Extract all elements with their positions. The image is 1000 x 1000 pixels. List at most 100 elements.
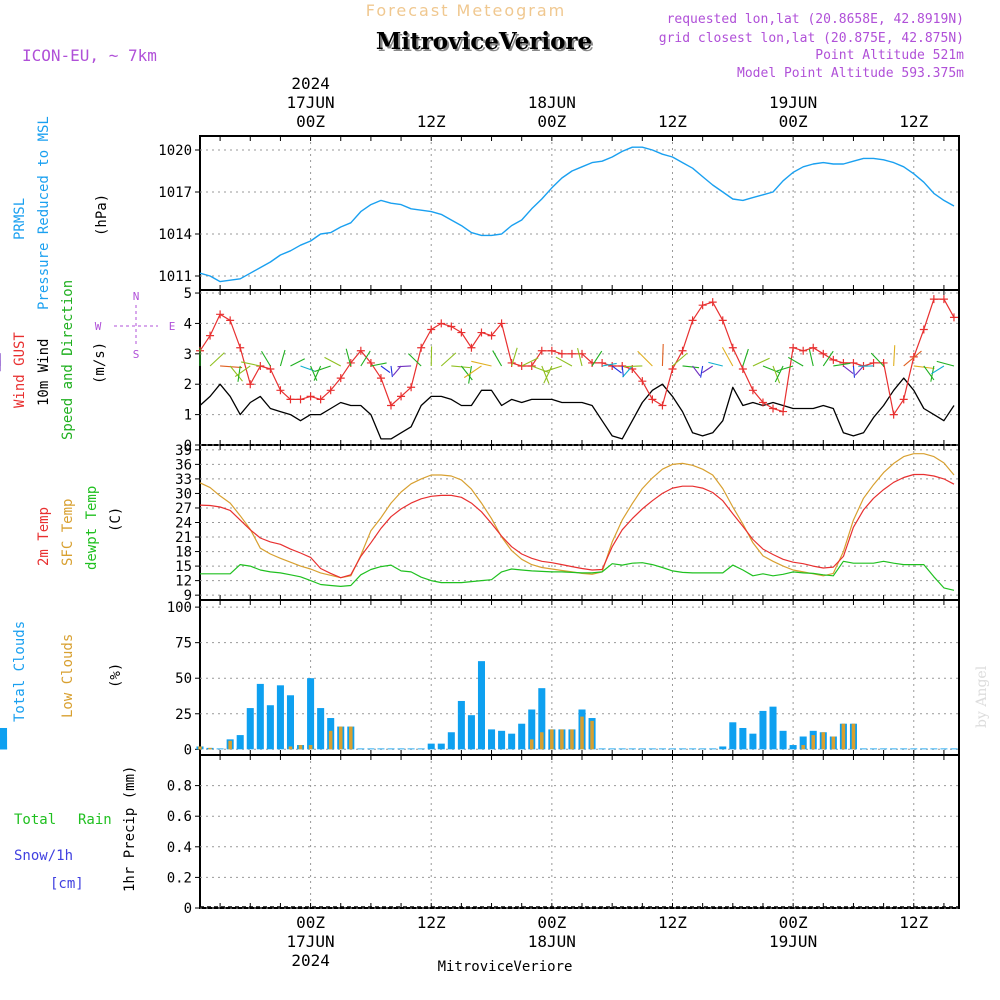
- gust-point: [537, 346, 546, 355]
- low-cloud-bar: [328, 730, 333, 750]
- ytick-label: 2: [184, 377, 192, 393]
- total-cloud-bar: [236, 735, 244, 750]
- gust-point: [316, 395, 325, 404]
- gust-point: [799, 346, 808, 355]
- total-cloud-bar: [508, 733, 516, 750]
- dir-label: Speed and Direction: [60, 280, 76, 440]
- ytick-label: 0.4: [167, 840, 192, 856]
- gust-point: [517, 361, 526, 370]
- gust-point: [407, 383, 416, 392]
- wind-direction-arrow: [682, 365, 700, 369]
- ytick-label: 3: [184, 347, 192, 363]
- wind-direction-arrow: [752, 357, 770, 367]
- gust-point: [758, 398, 767, 407]
- gust-point: [779, 407, 788, 416]
- wind-direction-arrow: [602, 362, 617, 367]
- total-cloud-bar: [357, 748, 365, 750]
- time-label: 19JUN: [769, 93, 817, 112]
- pressure-line: [199, 146, 955, 283]
- wind-direction-arrow: [621, 365, 624, 378]
- total-cloud-bar: [920, 748, 928, 750]
- wind-direction-arrow: [776, 365, 794, 372]
- low-cloud-bar: [308, 745, 313, 750]
- total-cloud-bar: [467, 715, 475, 750]
- time-label: 19JUN: [769, 932, 817, 951]
- panel-frame: [199, 754, 960, 909]
- total-cloud-bar: [709, 748, 717, 750]
- wind-speed-line: [199, 377, 955, 440]
- compass-s: S: [133, 348, 140, 361]
- total-cloud-bar: [518, 723, 526, 750]
- low-cloud-bar: [590, 720, 594, 750]
- wind-unit-label: (m/s): [92, 342, 108, 384]
- ytick-label: 5: [184, 286, 192, 302]
- gust-point: [748, 386, 757, 395]
- wind-direction-arrow: [360, 350, 371, 367]
- time-label: 18JUN: [528, 932, 576, 951]
- panel-1: [199, 289, 960, 446]
- total-cloud-bar: [799, 736, 807, 750]
- wind-direction-arrow: [822, 350, 834, 367]
- ytick-label: 75: [175, 636, 192, 652]
- time-label: 00Z: [537, 112, 566, 131]
- total-cloud-bar: [910, 748, 918, 750]
- gust-point: [819, 349, 828, 358]
- pressure-desc-label: Pressure Reduced to MSL: [36, 116, 52, 310]
- cloud-panel-labels: Total Clouds Low Clouds (%): [12, 621, 124, 722]
- time-label: 00Z: [779, 112, 808, 131]
- cloud-series: [0, 661, 958, 750]
- total-cloud-bar: [407, 748, 415, 750]
- gust-point: [527, 361, 536, 370]
- temp-panel-labels: 2m Temp SFC Temp dewpt Temp (C): [36, 486, 124, 570]
- time-label: 2024: [291, 951, 330, 970]
- low-cloud-bar: [570, 729, 574, 750]
- gust-point: [226, 316, 235, 325]
- temp-series: [199, 453, 955, 591]
- total-cloud-bar: [457, 700, 465, 750]
- low-cloud-bar: [821, 732, 826, 750]
- total-cloud-bar: [890, 748, 898, 750]
- ytick-label: 1: [184, 408, 192, 424]
- wind-direction-arrow: [521, 357, 539, 367]
- gust-point: [809, 343, 818, 352]
- total-cloud-bar: [246, 708, 254, 750]
- ytick-label: 33: [175, 472, 192, 488]
- gust-point: [497, 319, 506, 328]
- total-cloud-bar: [658, 748, 666, 750]
- time-label: 00Z: [537, 913, 566, 932]
- time-label: 12Z: [417, 913, 446, 932]
- gust-point: [658, 401, 667, 410]
- gust-point: [929, 295, 938, 304]
- wind-direction-arrow: [622, 365, 633, 378]
- temp-2m-line: [199, 473, 955, 579]
- total-cloud-bar: [940, 748, 948, 750]
- low-cloud-bar: [580, 716, 584, 750]
- dew-label: dewpt Temp: [84, 486, 100, 570]
- total-cloud-bar: [538, 688, 546, 750]
- wind-direction-arrow: [234, 365, 251, 377]
- wind-direction-arrow: [854, 365, 864, 376]
- gust-point: [467, 343, 476, 352]
- time-label: 12Z: [899, 913, 928, 932]
- snow-label: Snow/1h: [14, 848, 73, 864]
- gust-point: [769, 404, 778, 413]
- ytick-label: 1020: [158, 143, 192, 159]
- gust-point: [447, 322, 456, 331]
- gust-point: [236, 343, 245, 352]
- rain-label: Rain: [78, 812, 112, 828]
- ytick-label: 0: [184, 901, 192, 917]
- gust-point: [256, 361, 265, 370]
- gust-point: [356, 346, 365, 355]
- wind-direction-arrow: [637, 350, 653, 367]
- total-cloud-bar: [397, 748, 405, 750]
- gust-point: [286, 395, 295, 404]
- gust-point: [276, 386, 285, 395]
- ytick-label: 0: [184, 438, 192, 454]
- gust-point: [889, 410, 898, 419]
- wind-direction-arrow: [209, 352, 225, 367]
- gust-point: [648, 395, 657, 404]
- ytick-label: 1017: [158, 185, 192, 201]
- wind-direction-arrow: [808, 349, 814, 367]
- wind-direction-arrow: [541, 365, 550, 384]
